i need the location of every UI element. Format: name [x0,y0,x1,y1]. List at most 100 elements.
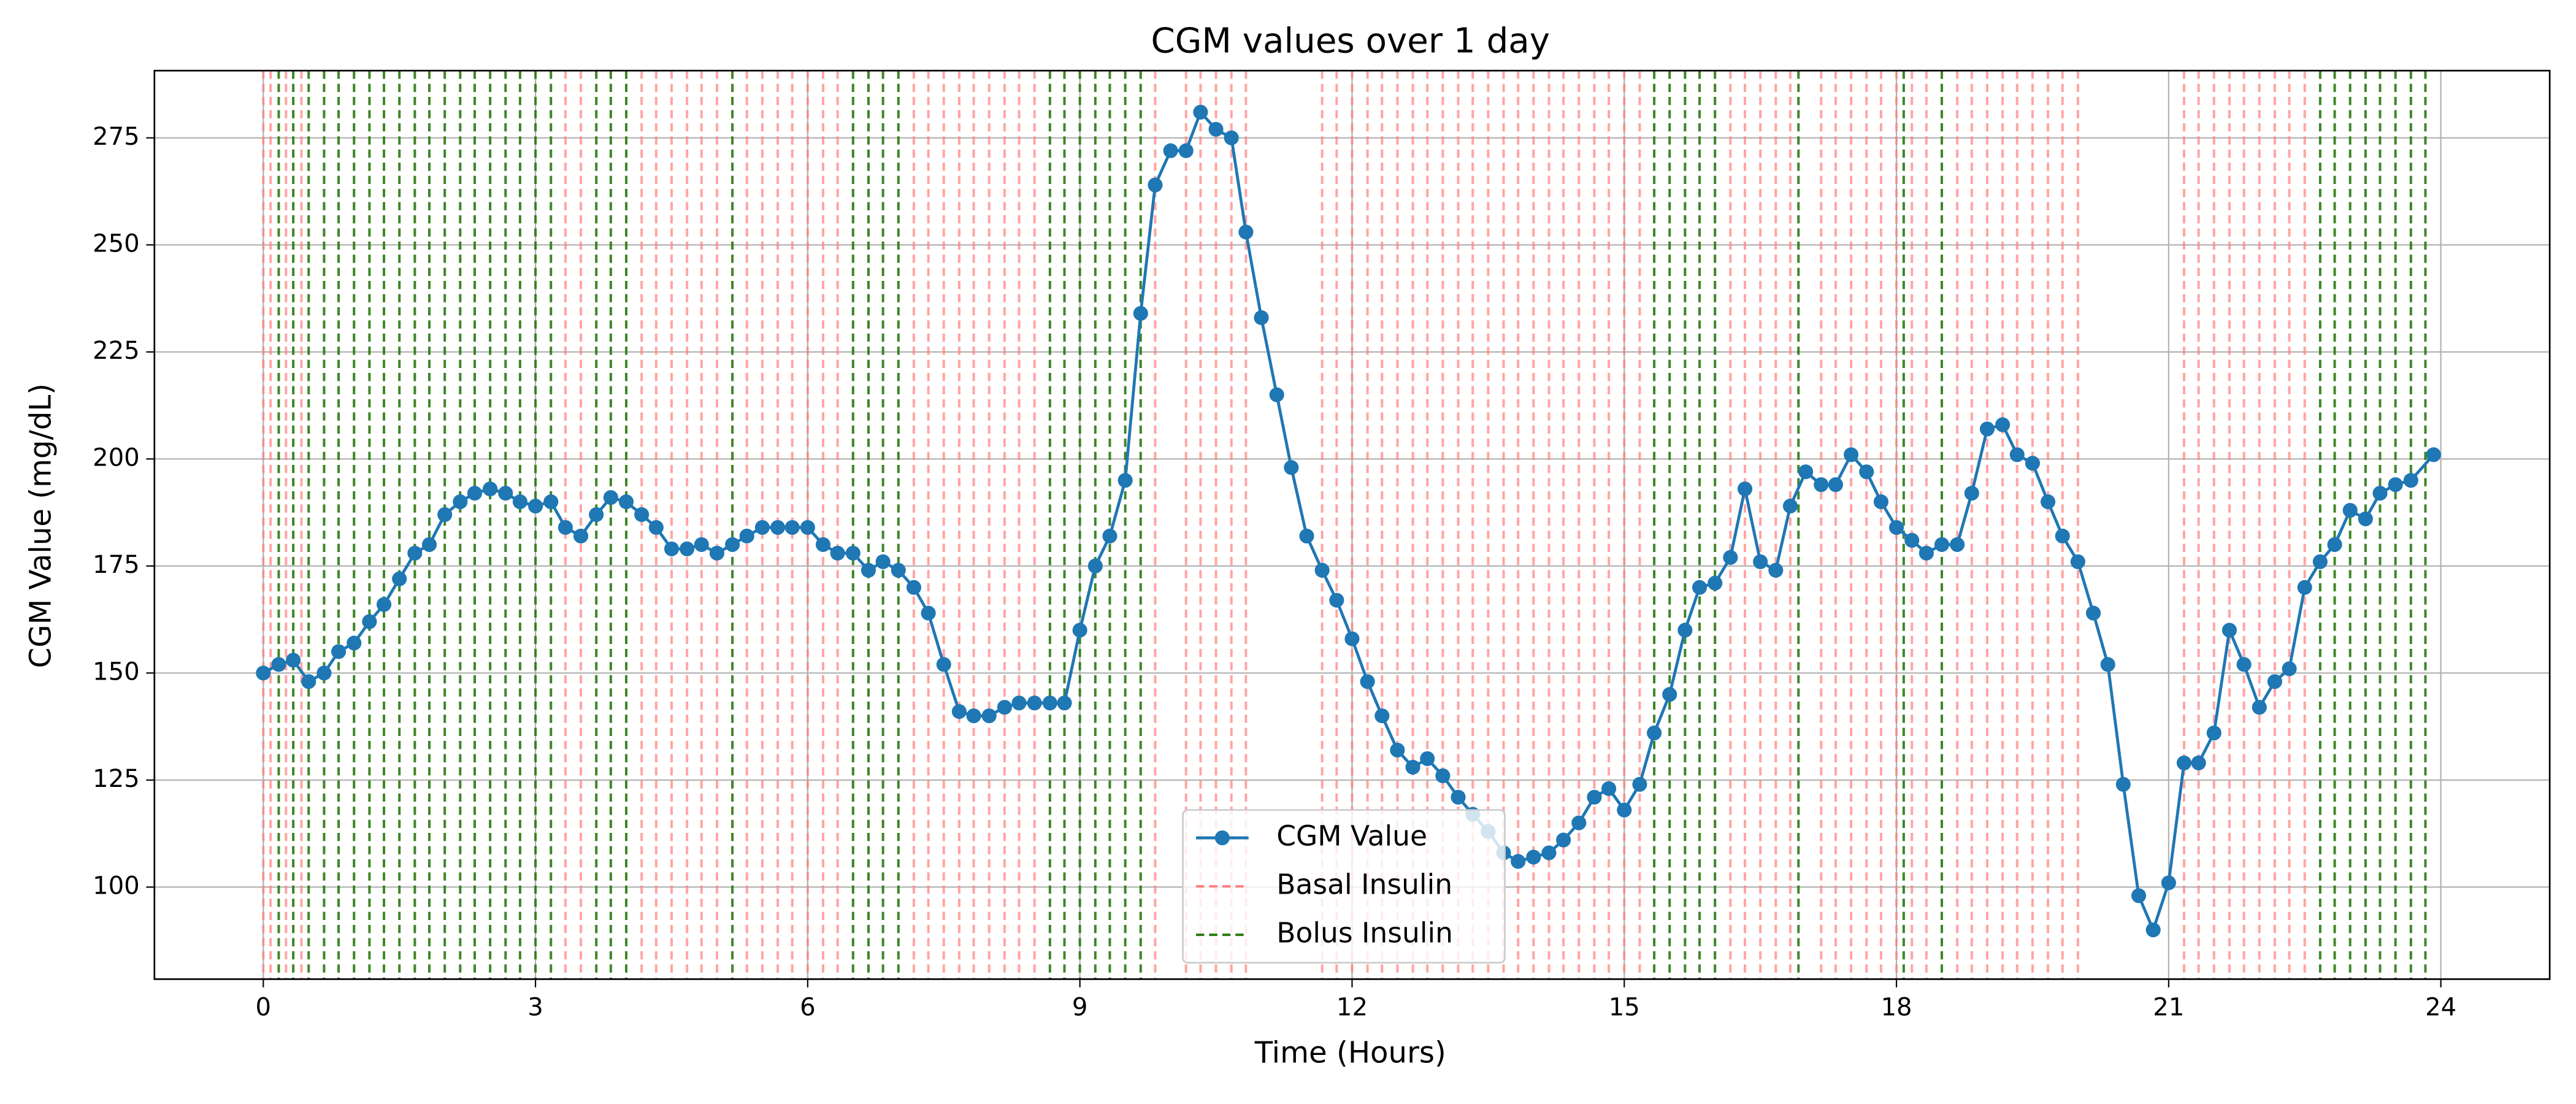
cgm-point [1662,687,1677,702]
cgm-point [997,700,1012,715]
cgm-point [2025,456,2040,471]
cgm-point [437,507,453,523]
cgm-point [1950,537,1965,552]
cgm-point [845,545,861,561]
legend-label: Basal Insulin [1276,868,1452,901]
cgm-point [1768,562,1784,578]
cgm-point [1224,130,1239,145]
cgm-point [709,545,725,561]
cgm-point [1042,696,1057,711]
x-tick-label: 21 [2153,994,2184,1022]
legend-label: CGM Value [1276,820,1427,853]
cgm-point [1601,781,1617,796]
cgm-point [1753,554,1768,569]
cgm-point [2426,447,2441,462]
cgm-point [2388,477,2403,493]
y-tick-label: 275 [93,123,140,151]
cgm-point [603,490,618,505]
cgm-point [2176,755,2192,770]
cgm-point [1571,815,1587,830]
cgm-point [830,545,845,561]
cgm-point [2131,888,2147,903]
cgm-point [1208,121,1224,137]
cgm-point [1238,224,1254,240]
cgm-point [483,481,498,497]
cgm-point [1314,562,1330,578]
cgm-point [2161,875,2176,891]
cgm-point [1798,464,1814,480]
y-tick-label: 250 [93,229,140,258]
cgm-point [1844,447,1859,462]
cgm-point [1269,387,1284,402]
cgm-point [2055,528,2070,544]
cgm-point [2297,580,2312,595]
cgm-point [1647,725,1662,741]
cgm-point [739,528,754,544]
cgm-point [770,519,786,535]
chart-title: CGM values over 1 day [1151,21,1551,61]
cgm-point [558,519,573,535]
cgm-point [1782,499,1798,514]
cgm-point [2403,473,2418,488]
cgm-point [1737,481,1753,497]
cgm-point [2342,503,2358,518]
cgm-point [754,519,770,535]
cgm-point [1451,789,1466,805]
cgm-point [1708,575,1723,591]
cgm-point [331,644,347,659]
cgm-point [1284,460,1299,475]
cgm-point [784,519,800,535]
cgm-point [1723,550,1738,565]
cgm-point [2221,623,2237,638]
cgm-point [2358,511,2373,527]
cgm-point [1526,849,1541,865]
cgm-point [2145,922,2161,938]
cgm-point [1828,477,1843,493]
cgm-point [1435,768,1451,783]
legend-marker [1214,830,1230,846]
cgm-point [1995,417,2011,432]
y-tick-label: 100 [93,872,140,900]
cgm-point [1133,305,1148,321]
y-tick-label: 200 [93,443,140,472]
cgm-point [376,597,392,612]
cgm-point [2100,657,2115,672]
x-axis-label: Time (Hours) [1254,1036,1446,1070]
cgm-point [1405,759,1420,775]
cgm-point [1677,623,1693,638]
y-tick-label: 125 [93,765,140,793]
cgm-point [1072,623,1087,638]
legend-box [1182,809,1506,964]
cgm-point [1344,631,1360,646]
cgm-point [2327,537,2342,552]
cgm-point [966,708,981,724]
legend-label: Bolus Insulin [1276,917,1453,949]
x-tick-label: 9 [1072,994,1088,1022]
cgm-point [1420,751,1435,766]
cgm-point [573,528,589,544]
cgm-point [2115,776,2131,792]
cgm-point [1102,528,1117,544]
axes-frame [153,69,2551,980]
cgm-point [2236,657,2252,672]
cgm-point [1087,558,1103,573]
cgm-point [1692,580,1708,595]
x-tick-label: 0 [256,994,272,1022]
cgm-point [694,537,709,552]
x-tick-label: 15 [1609,994,1640,1022]
cgm-point [951,704,967,719]
cgm-point [362,614,377,629]
cgm-point [1374,708,1390,724]
cgm-point [1587,789,1602,805]
cgm-point [1011,696,1027,711]
cgm-point [301,674,316,689]
cgm-point [815,537,831,552]
cgm-point [1964,486,1979,501]
y-tick-label: 150 [93,657,140,686]
cgm-point [271,657,286,672]
cgm-point [1390,742,1405,758]
cgm-point [2070,554,2085,569]
cgm-point [1814,477,1829,493]
cgm-point [498,486,513,501]
